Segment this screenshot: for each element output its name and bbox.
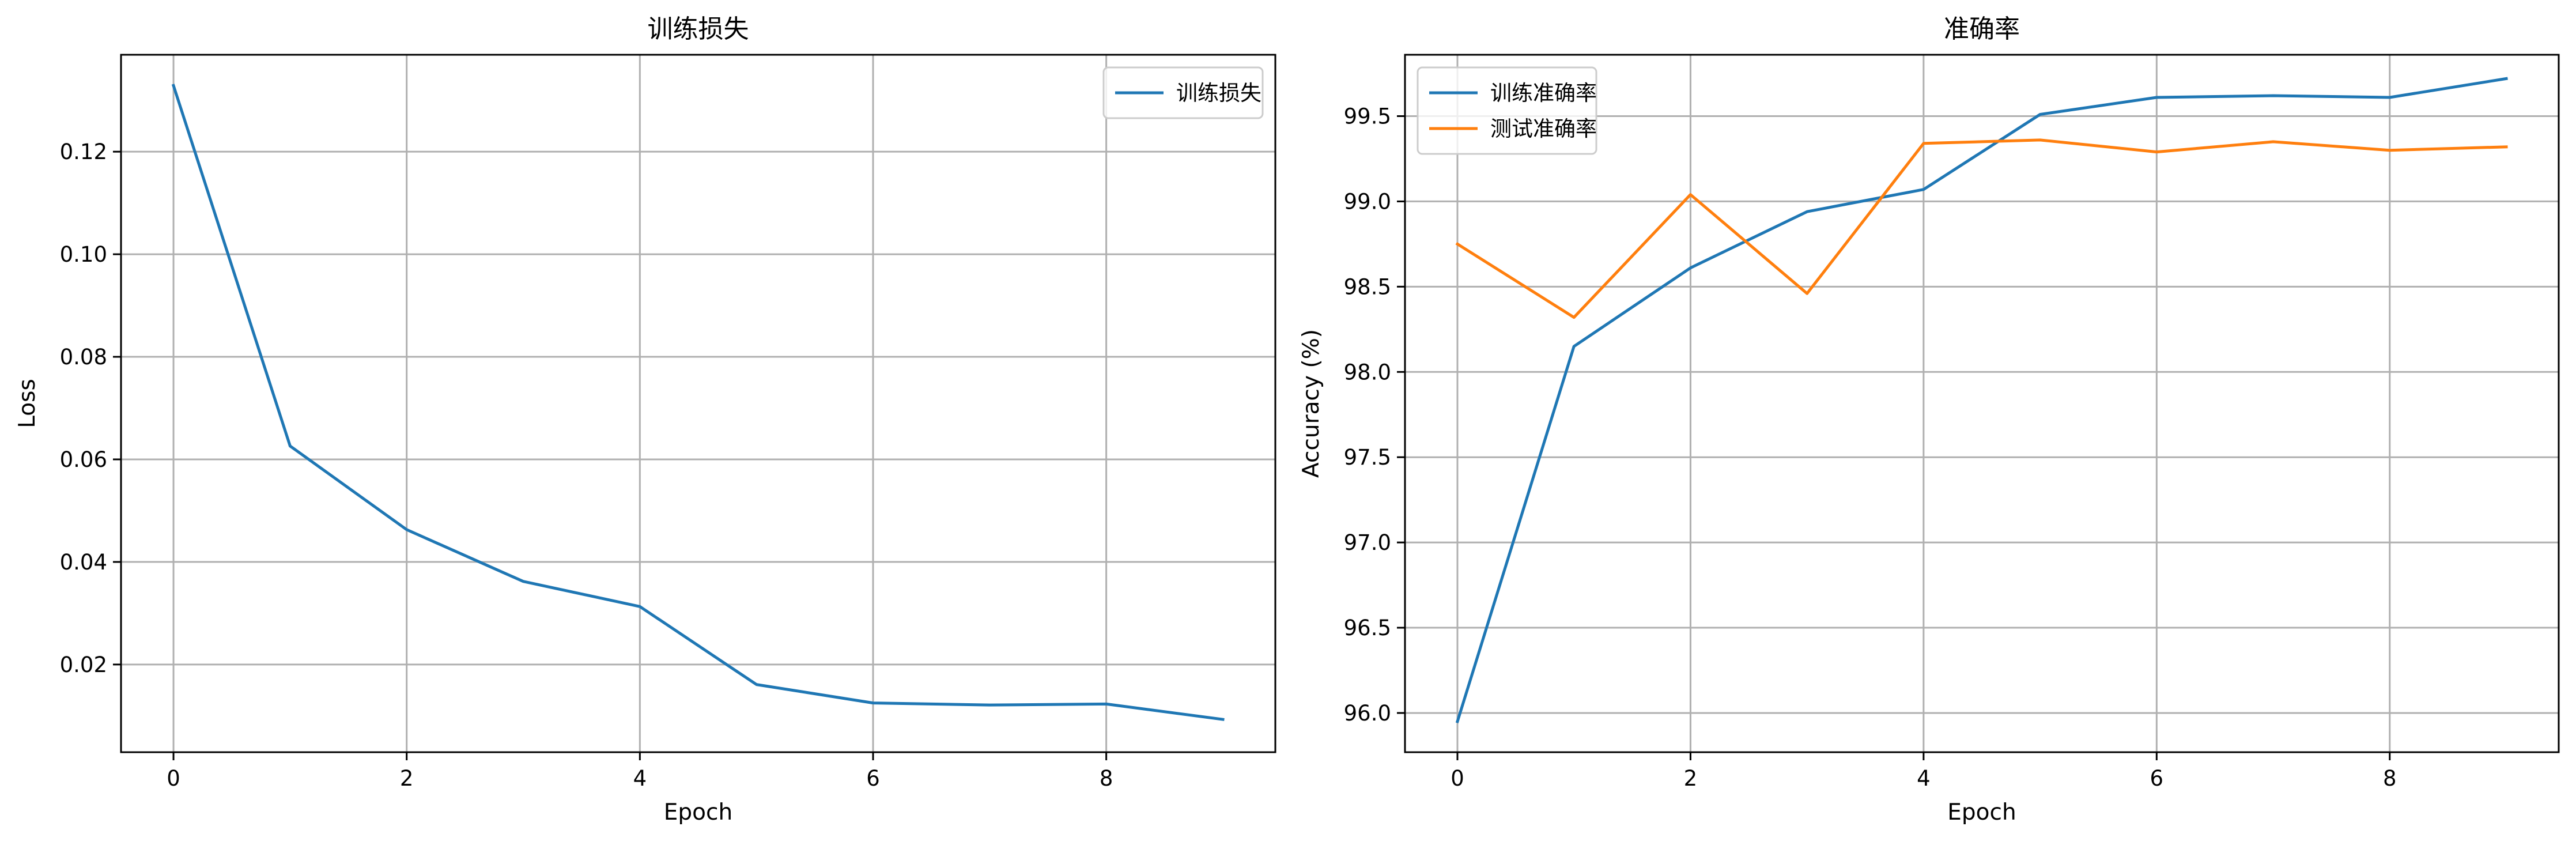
plot-frame [120,54,1276,753]
x-tick-label: 2 [400,766,414,791]
x-tick-label: 6 [866,766,880,791]
x-tick-label: 8 [1100,766,1113,791]
x-tick-label: 0 [1451,766,1464,791]
legend-label: 训练准确率 [1490,81,1597,105]
y-tick-label: 97.0 [1344,530,1391,555]
y-tick-label: 0.12 [60,139,107,164]
chart-panel-1: 0 2 4 6 8 0.02 0.04 0.06 0.08 0.10 0.12 训练损失 Epoch Lo… [14,14,1276,825]
plot-frame [1404,54,2560,753]
chart-title: 训练损失 [648,14,749,44]
series-line-1 [171,84,1225,721]
y-tick-label: 98.5 [1344,274,1391,299]
series-line-1 [1455,77,2508,723]
y-tick-label: 96.0 [1344,701,1391,726]
y-tick-label: 99.5 [1344,104,1391,129]
x-tick-label: 6 [2150,766,2164,791]
x-tick-label: 8 [2383,766,2397,791]
legend-frame [1102,66,1264,119]
y-tick-label: 0.04 [60,550,107,575]
y-tick-label: 99.0 [1344,189,1391,214]
legend-label: 训练损失 [1176,81,1261,105]
legend: 训练损失 [1102,66,1264,119]
chart-title: 准确率 [1944,14,2020,44]
y-axis-label: Loss [14,379,40,428]
x-tick-label: 0 [167,766,180,791]
legend-frame [1417,66,1597,155]
x-tick-label: 2 [1684,766,1698,791]
legend-label: 测试准确率 [1490,116,1597,141]
y-tick-label: 0.06 [60,447,107,472]
y-tick-label: 0.10 [60,242,107,267]
x-axis-label: Epoch [664,799,732,825]
y-tick-label: 0.08 [60,345,107,369]
y-axis-label: Accuracy (%) [1298,329,1324,478]
chart-panel-2: 0 2 4 6 8 96.0 96.5 97.0 97.5 98.0 98.5 99.0 99.5 准确率… [1298,14,2560,825]
x-tick-label: 4 [633,766,647,791]
series-line-2 [1455,138,2508,319]
x-tick-label: 4 [1917,766,1931,791]
y-tick-label: 0.02 [60,652,107,677]
x-axis-label: Epoch [1947,799,2016,825]
y-tick-label: 98.0 [1344,360,1391,384]
y-tick-label: 96.5 [1344,616,1391,640]
y-tick-label: 97.5 [1344,445,1391,470]
